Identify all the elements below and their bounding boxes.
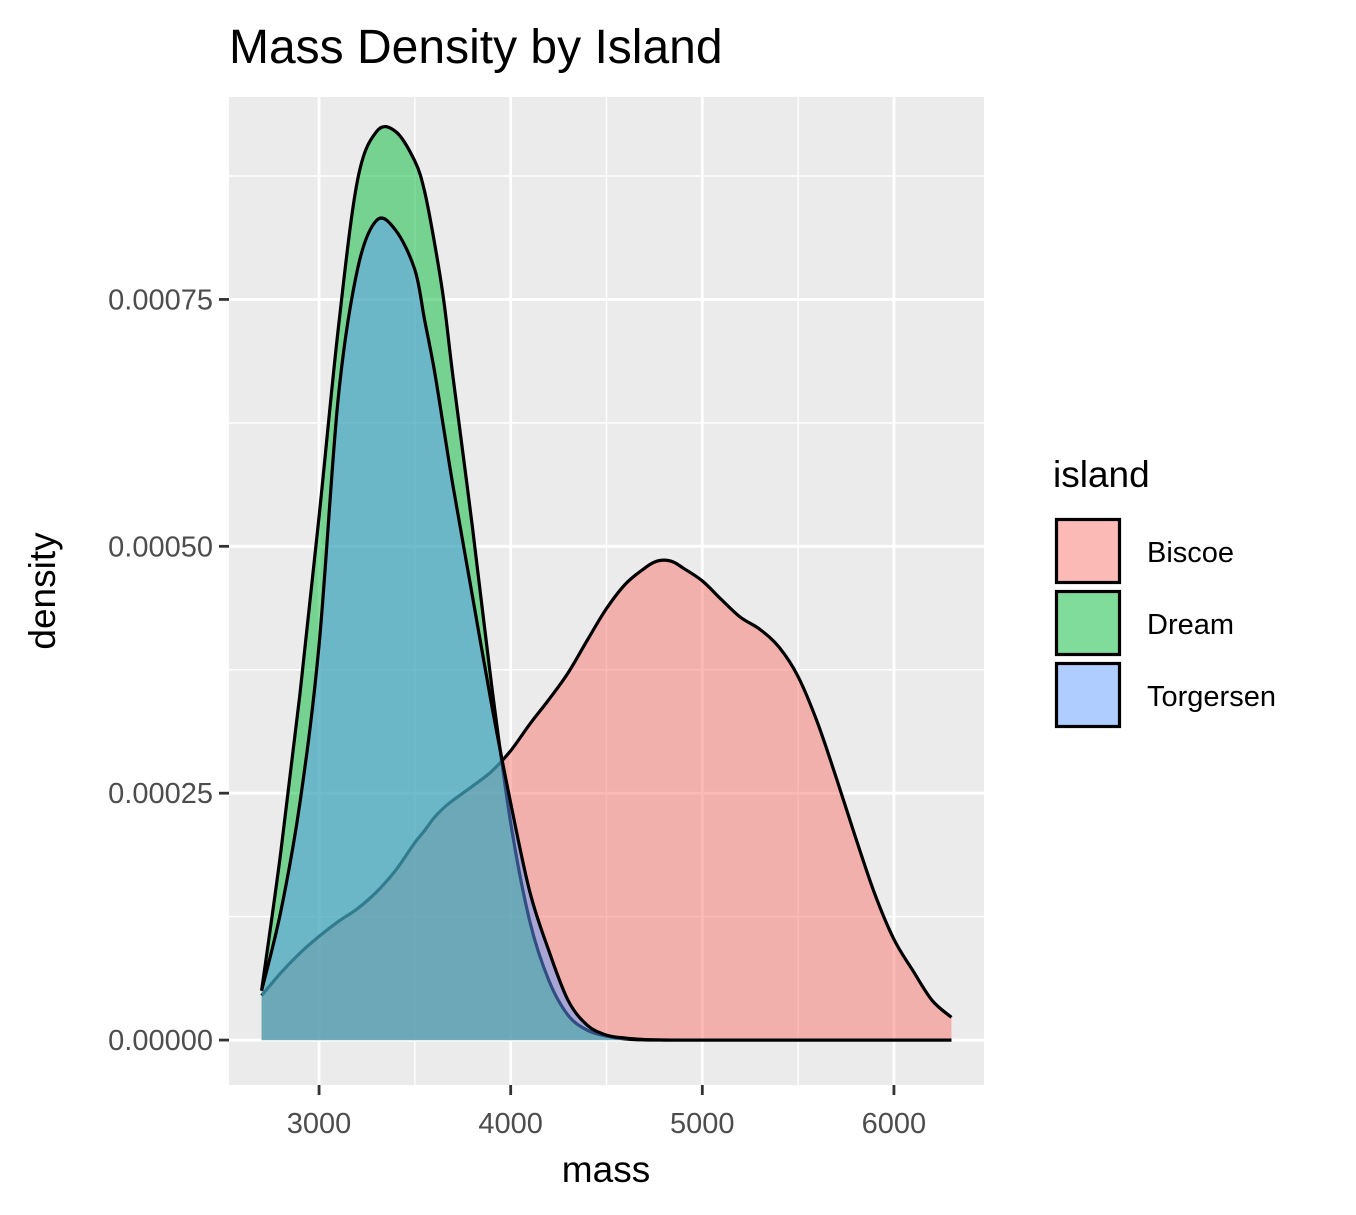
x-axis: 3000 4000 5000 6000 bbox=[287, 1085, 926, 1140]
x-tick-label: 6000 bbox=[862, 1108, 927, 1140]
y-axis: 0.00000 0.00025 0.00050 0.00075 bbox=[108, 284, 229, 1057]
x-tick-label: 4000 bbox=[478, 1108, 543, 1140]
legend-label-biscoe: Biscoe bbox=[1147, 537, 1234, 569]
legend: island Biscoe Dream Torgersen bbox=[1053, 454, 1276, 729]
legend-title: island bbox=[1053, 454, 1150, 495]
y-tick-label: 0.00075 bbox=[108, 284, 213, 316]
legend-item-biscoe: Biscoe bbox=[1054, 517, 1234, 585]
legend-label-dream: Dream bbox=[1147, 609, 1234, 641]
legend-item-dream: Dream bbox=[1054, 589, 1234, 657]
legend-key-biscoe bbox=[1054, 517, 1122, 585]
y-tick-label: 0.00025 bbox=[108, 778, 213, 810]
density-area-torgersen bbox=[261, 218, 952, 1041]
x-axis-title: mass bbox=[562, 1149, 650, 1190]
y-tick-label: 0.00000 bbox=[108, 1025, 213, 1057]
legend-key-dream bbox=[1054, 589, 1122, 657]
legend-item-torgersen: Torgersen bbox=[1054, 661, 1276, 729]
chart-title: Mass Density by Island bbox=[229, 21, 723, 74]
series-torgersen bbox=[260, 216, 952, 1042]
y-axis-title: density bbox=[22, 532, 63, 650]
legend-label-torgersen: Torgersen bbox=[1147, 681, 1276, 713]
x-tick-label: 3000 bbox=[287, 1108, 352, 1140]
density-line-torgersen bbox=[260, 216, 952, 1042]
density-series bbox=[259, 125, 953, 1042]
y-tick-label: 0.00050 bbox=[108, 531, 213, 563]
legend-key-torgersen bbox=[1054, 661, 1122, 729]
x-tick-label: 5000 bbox=[670, 1108, 735, 1140]
